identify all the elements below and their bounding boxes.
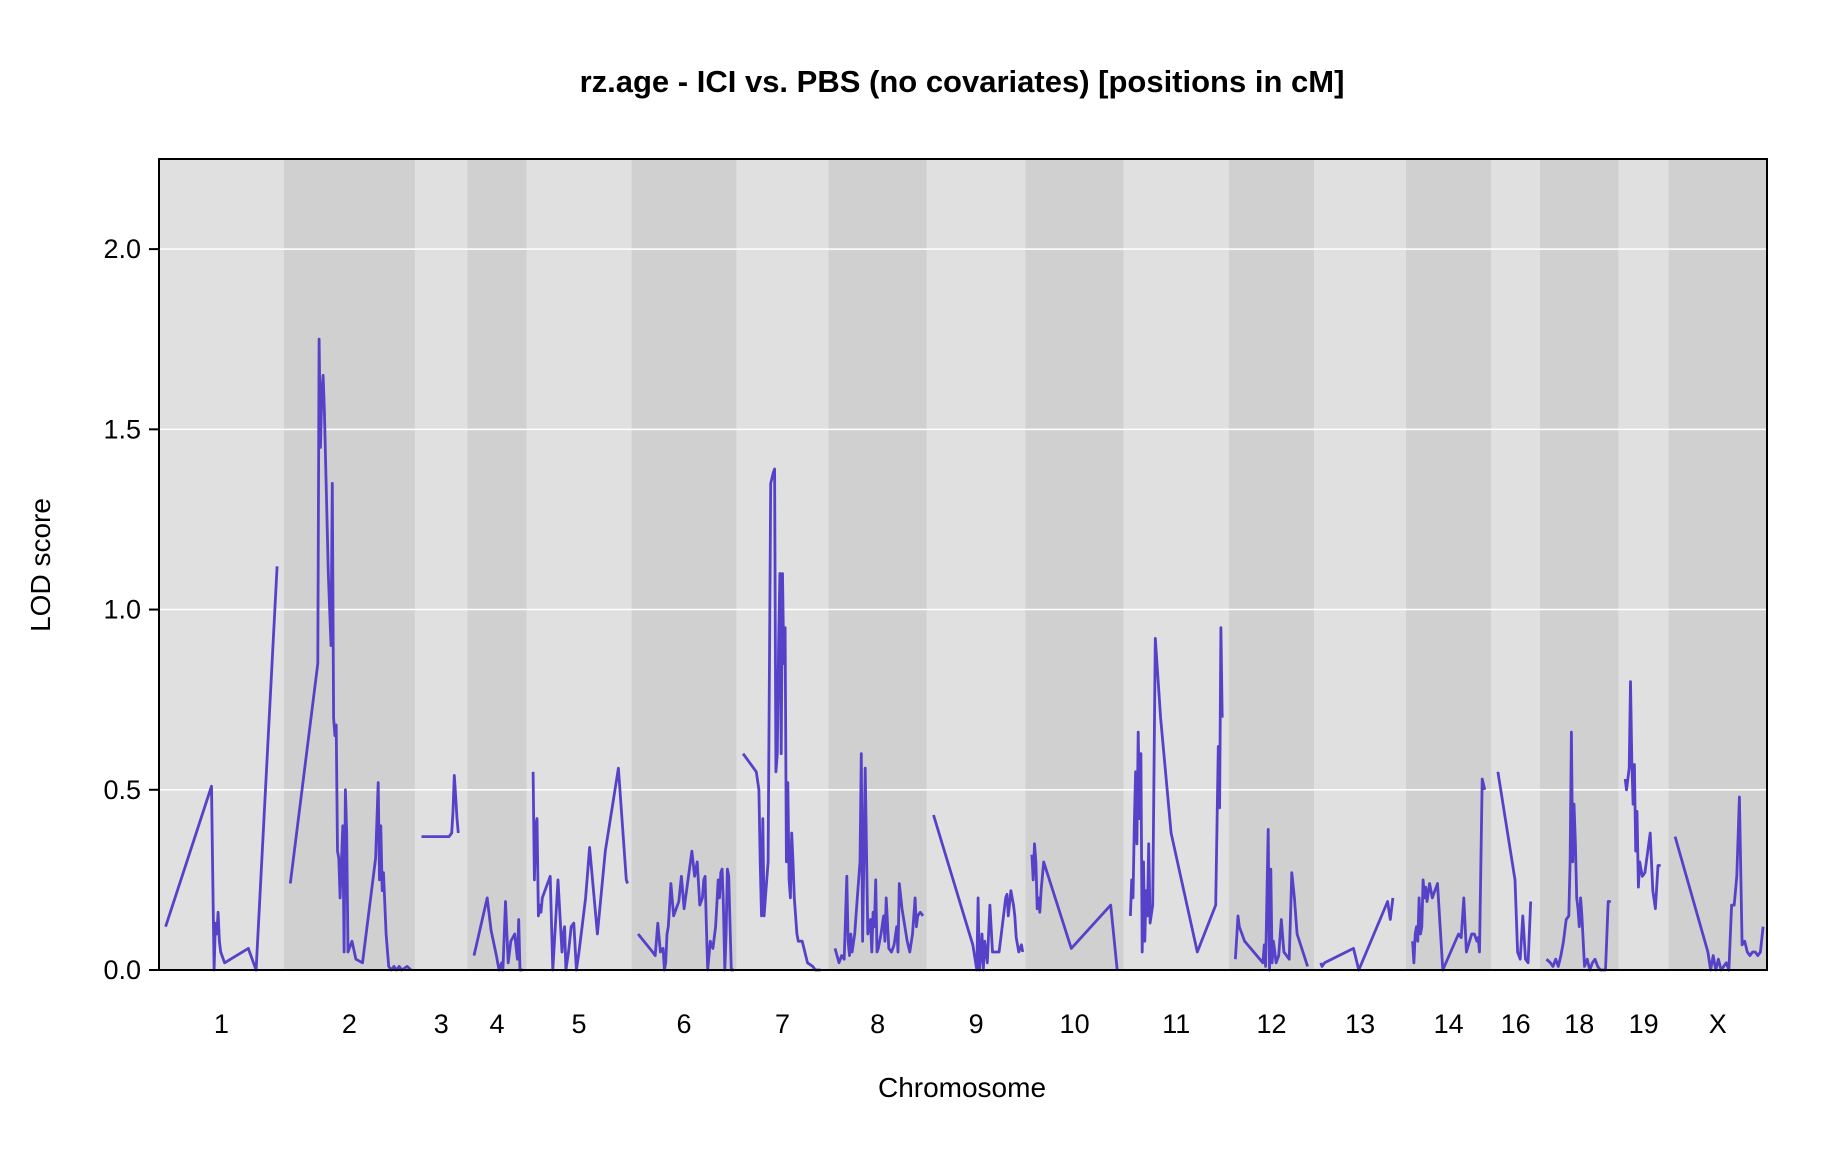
lod-line-chr-11 bbox=[1129, 626, 1224, 954]
lod-line-chr-4 bbox=[472, 896, 523, 972]
x-tick-label-chr-14: 14 bbox=[1434, 1009, 1464, 1039]
x-tick-label-chr-16: 16 bbox=[1501, 1009, 1531, 1039]
lod-line-chr-10 bbox=[1030, 842, 1119, 971]
x-tick-label-chr-X: X bbox=[1709, 1009, 1727, 1039]
x-tick-label-chr-6: 6 bbox=[677, 1009, 692, 1039]
y-tick-label: 1.0 bbox=[103, 595, 141, 625]
chromosome-band-2 bbox=[283, 159, 415, 970]
x-tick-label-chr-9: 9 bbox=[969, 1009, 984, 1039]
lod-line-chr-8 bbox=[833, 752, 925, 965]
plot-frame bbox=[158, 158, 1768, 971]
chromosome-band-16 bbox=[1491, 159, 1540, 970]
chromosome-band-1 bbox=[159, 159, 284, 970]
chromosome-band-9 bbox=[926, 159, 1026, 970]
chromosome-band-8 bbox=[828, 159, 927, 970]
chromosome-band-4 bbox=[467, 159, 527, 970]
x-tick-label-chr-19: 19 bbox=[1629, 1009, 1659, 1039]
chromosome-band-14 bbox=[1406, 159, 1492, 970]
chart-title: rz.age - ICI vs. PBS (no covariates) [po… bbox=[580, 64, 1345, 99]
x-tick-label-chr-2: 2 bbox=[342, 1009, 357, 1039]
x-tick-label-chr-13: 13 bbox=[1345, 1009, 1375, 1039]
y-axis-label: LOD score bbox=[25, 498, 56, 632]
x-tick-label-chr-10: 10 bbox=[1060, 1009, 1090, 1039]
chromosome-band-19 bbox=[1618, 159, 1669, 970]
lod-line-chr-13 bbox=[1319, 897, 1395, 972]
lod-line-chr-1 bbox=[164, 566, 279, 972]
lod-line-chr-19 bbox=[1623, 680, 1661, 911]
y-tick-label: 2.0 bbox=[103, 234, 141, 264]
y-tick-label: 1.5 bbox=[103, 414, 141, 444]
chromosome-band-12 bbox=[1228, 159, 1315, 970]
x-tick-label-chr-1: 1 bbox=[214, 1009, 229, 1039]
chromosome-band-10 bbox=[1025, 159, 1124, 970]
chromosome-band-18 bbox=[1539, 159, 1619, 970]
lod-line-chr-14 bbox=[1411, 777, 1487, 972]
chromosome-band-5 bbox=[526, 159, 632, 970]
chromosome-band-3 bbox=[414, 159, 468, 970]
lod-line-chr-5 bbox=[531, 766, 629, 972]
lod-line-chr-18 bbox=[1545, 730, 1611, 972]
y-tick-label: 0.5 bbox=[103, 775, 141, 805]
x-tick-label-chr-7: 7 bbox=[775, 1009, 790, 1039]
x-axis: 1 2 3 4 5 6 7 8 9 10 11 12 13 14 16 18 19 X bbox=[214, 1009, 1727, 1039]
x-tick-label-chr-4: 4 bbox=[489, 1009, 504, 1039]
lod-line-chr-X bbox=[1673, 795, 1765, 972]
x-tick-label-chr-18: 18 bbox=[1564, 1009, 1594, 1039]
lod-line-chr-3 bbox=[421, 774, 460, 838]
chromosome-band-7 bbox=[736, 159, 829, 970]
x-tick-label-chr-8: 8 bbox=[870, 1009, 885, 1039]
lod-line-chr-7 bbox=[741, 467, 821, 972]
lod-line-chr-16 bbox=[1496, 771, 1533, 965]
y-tick-label: 0.0 bbox=[103, 955, 141, 985]
x-tick-label-chr-5: 5 bbox=[572, 1009, 587, 1039]
x-tick-label-chr-12: 12 bbox=[1256, 1009, 1286, 1039]
chromosome-band-11 bbox=[1123, 159, 1229, 970]
chromosome-band-X bbox=[1668, 159, 1767, 970]
plot-area bbox=[158, 158, 1768, 972]
chromosome-band-6 bbox=[631, 159, 737, 970]
lod-line-chr-2 bbox=[288, 337, 412, 972]
lod-line-chr-9 bbox=[932, 814, 1025, 972]
chromosome-band-13 bbox=[1314, 159, 1407, 970]
lod-line-chr-6 bbox=[637, 849, 734, 972]
x-tick-label-chr-11: 11 bbox=[1162, 1009, 1190, 1039]
y-axis: 0.0 0.5 1.0 1.5 2.0 bbox=[103, 234, 159, 985]
x-tick-label-chr-3: 3 bbox=[434, 1009, 449, 1039]
x-axis-label: Chromosome bbox=[878, 1072, 1046, 1103]
lod-line-chr-12 bbox=[1234, 828, 1309, 972]
